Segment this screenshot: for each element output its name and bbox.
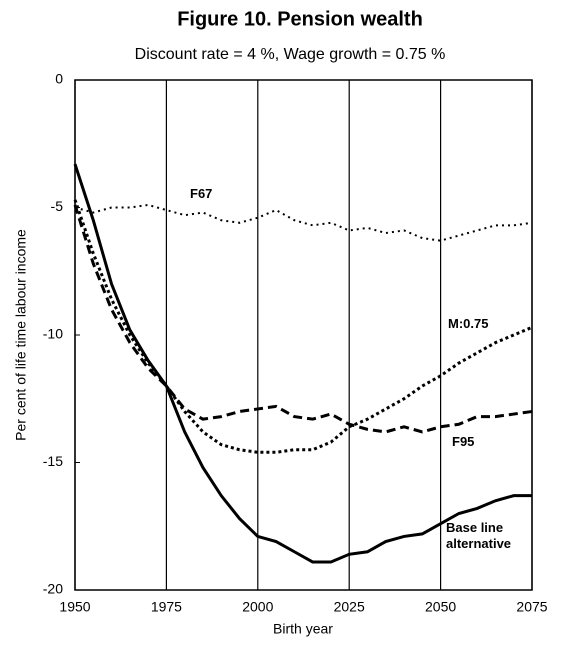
x-tick-label: 2075: [516, 599, 547, 615]
y-axis-label: Per cent of life time labour income: [13, 229, 29, 441]
series-line: [73, 199, 533, 454]
series-line: [73, 163, 532, 564]
chart-subtitle: Discount rate = 4 %, Wage growth = 0.75 …: [135, 46, 446, 63]
series-line: [73, 204, 533, 434]
y-tick-label: -15: [43, 453, 63, 469]
y-tick-label: -10: [43, 326, 63, 342]
series-label: F67: [190, 186, 213, 201]
chart-title: Figure 10. Pension wealth: [177, 8, 423, 30]
x-tick-label: 2025: [334, 599, 365, 615]
series-label: F95: [452, 434, 475, 449]
series-label: M:0.75: [448, 316, 489, 331]
x-axis-label: Birth year: [273, 621, 333, 637]
y-tick-label: 0: [55, 71, 63, 87]
series-label: Base line alternative: [446, 520, 512, 551]
y-tick-label: -20: [43, 581, 63, 597]
x-tick-label: 1950: [59, 599, 90, 615]
series-line: [74, 203, 533, 242]
y-tick-label: -5: [51, 198, 64, 214]
x-tick-label: 2000: [242, 599, 273, 615]
x-tick-label: 2050: [425, 599, 456, 615]
x-tick-label: 1975: [151, 599, 182, 615]
